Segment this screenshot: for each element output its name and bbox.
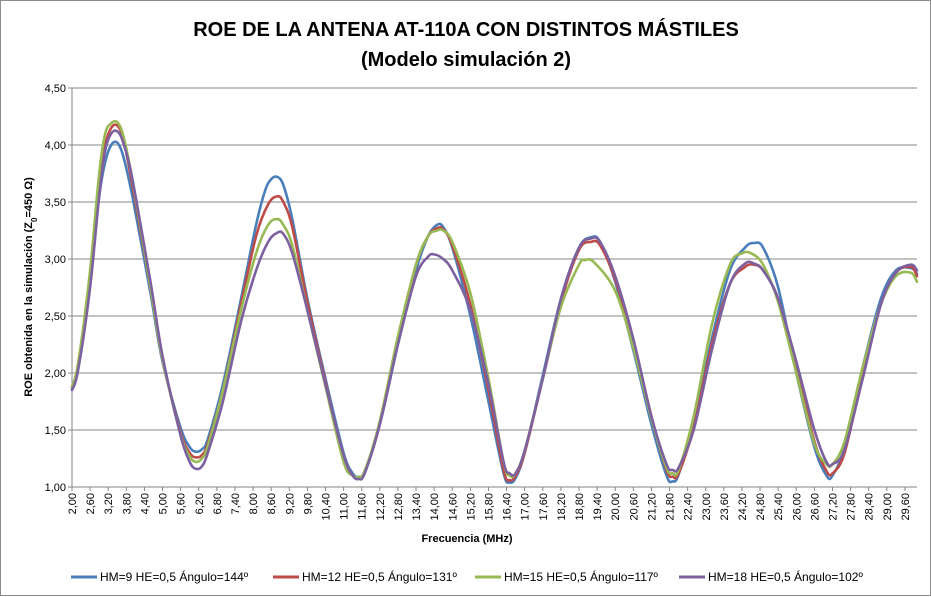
legend-item-3: HM=15 HE=0,5 Ángulo=117º xyxy=(475,569,659,584)
series-line-2 xyxy=(70,123,919,482)
x-tick-label: 10,40 xyxy=(321,493,333,521)
legend-item-1: HM=9 HE=0,5 Ángulo=144º xyxy=(71,569,249,584)
x-tick-label: 4,40 xyxy=(139,493,151,514)
x-tick-label: 16,40 xyxy=(502,493,514,521)
gridlines xyxy=(72,87,917,431)
x-tick-label: 24,80 xyxy=(755,493,767,521)
x-tick-label: 14,60 xyxy=(447,493,459,521)
x-tick-label: 8,60 xyxy=(266,493,278,514)
x-tick-label: 9,20 xyxy=(284,493,296,514)
x-tick-label: 23,00 xyxy=(701,493,713,521)
x-tick-label: 18,20 xyxy=(556,493,568,521)
chart-subtitle: (Modelo simulación 2) xyxy=(361,49,571,71)
x-tick-label: 5,00 xyxy=(158,493,170,514)
chart-title: ROE DE LA ANTENA AT-110A CON DISTINTOS M… xyxy=(193,18,739,41)
x-tick-label: 13,40 xyxy=(411,493,423,521)
y-tick-label: 3,00 xyxy=(45,254,66,266)
x-tick-label: 18,80 xyxy=(574,493,586,521)
legend-item-2: HM=12 HE=0,5 Ángulo=131º xyxy=(273,569,457,584)
x-tick-label: 8,00 xyxy=(248,493,260,514)
y-tick-label: 1,00 xyxy=(45,482,66,494)
x-tick-label: 26,00 xyxy=(791,493,803,521)
plot-border xyxy=(71,88,917,488)
y-axis-label: ROE obtenida en la simulación (Z0=450 Ω) xyxy=(23,177,39,397)
x-tick-label: 27,80 xyxy=(846,493,858,521)
legend-label: HM=15 HE=0,5 Ángulo=117º xyxy=(504,569,659,584)
x-tick-label: 11,60 xyxy=(357,493,369,520)
x-tick-label: 9,80 xyxy=(302,493,314,514)
x-tick-label: 5,60 xyxy=(176,493,188,514)
x-tick-label: 2,60 xyxy=(85,493,97,514)
x-tick-label: 3,80 xyxy=(121,493,133,514)
x-tick-label: 7,40 xyxy=(230,493,242,514)
x-tick-label: 26,60 xyxy=(809,493,821,521)
x-tick-label: 25,40 xyxy=(773,493,785,521)
x-tick-label: 21,80 xyxy=(665,493,677,521)
y-axis-ticks: 1,00 1,50 2,00 2,50 3,00 3,50 4,00 4,50 xyxy=(45,83,72,494)
x-tick-label: 17,60 xyxy=(538,493,550,521)
x-axis-label: Frecuencia (MHz) xyxy=(421,533,512,545)
x-tick-label: 17,00 xyxy=(520,493,532,521)
y-tick-label: 4,50 xyxy=(45,83,66,95)
y-tick-label: 2,50 xyxy=(45,311,66,323)
y-tick-label: 3,50 xyxy=(45,197,66,209)
x-tick-label: 29,60 xyxy=(900,493,912,521)
legend: HM=9 HE=0,5 Ángulo=144º HM=12 HE=0,5 Ángu… xyxy=(71,569,863,584)
series-lines xyxy=(70,119,919,485)
x-tick-label: 6,80 xyxy=(212,493,224,514)
legend-label: HM=12 HE=0,5 Ángulo=131º xyxy=(302,569,457,584)
y-tick-label: 4,00 xyxy=(45,140,66,152)
x-tick-label: 21,20 xyxy=(646,493,658,521)
x-tick-label: 29,00 xyxy=(882,493,894,521)
x-tick-label: 11,00 xyxy=(339,493,351,520)
x-tick-label: 6,20 xyxy=(194,493,206,514)
legend-label: HM=9 HE=0,5 Ángulo=144º xyxy=(100,569,249,584)
y-tick-label: 2,00 xyxy=(45,368,66,380)
y-tick-label: 1,50 xyxy=(45,425,66,437)
x-tick-label: 15,20 xyxy=(465,493,477,521)
x-tick-label: 20,60 xyxy=(628,493,640,521)
x-tick-label: 20,00 xyxy=(610,493,622,521)
x-tick-label: 27,20 xyxy=(828,493,840,521)
x-tick-label: 12,80 xyxy=(393,493,405,521)
x-tick-label: 19,40 xyxy=(592,493,604,521)
x-tick-label: 28,40 xyxy=(864,493,876,521)
x-tick-label: 15,80 xyxy=(483,493,495,521)
series-line-4 xyxy=(70,129,919,481)
x-tick-label: 3,20 xyxy=(103,493,115,514)
x-axis-ticks: 2,00 2,60 3,20 3,80 4,40 5,00 5,60 6,20 6,80 7,40… xyxy=(67,487,912,521)
x-tick-label: 24,20 xyxy=(737,493,749,521)
legend-label: HM=18 HE=0,5 Ángulo=102º xyxy=(708,569,863,584)
x-tick-label: 22,40 xyxy=(683,493,695,521)
x-tick-label: 23,60 xyxy=(719,493,731,521)
x-tick-label: 14,00 xyxy=(429,493,441,521)
series-line-1 xyxy=(70,140,919,485)
legend-item-4: HM=18 HE=0,5 Ángulo=102º xyxy=(679,569,863,584)
x-tick-label: 2,00 xyxy=(67,493,79,514)
x-tick-label: 12,20 xyxy=(375,493,387,521)
